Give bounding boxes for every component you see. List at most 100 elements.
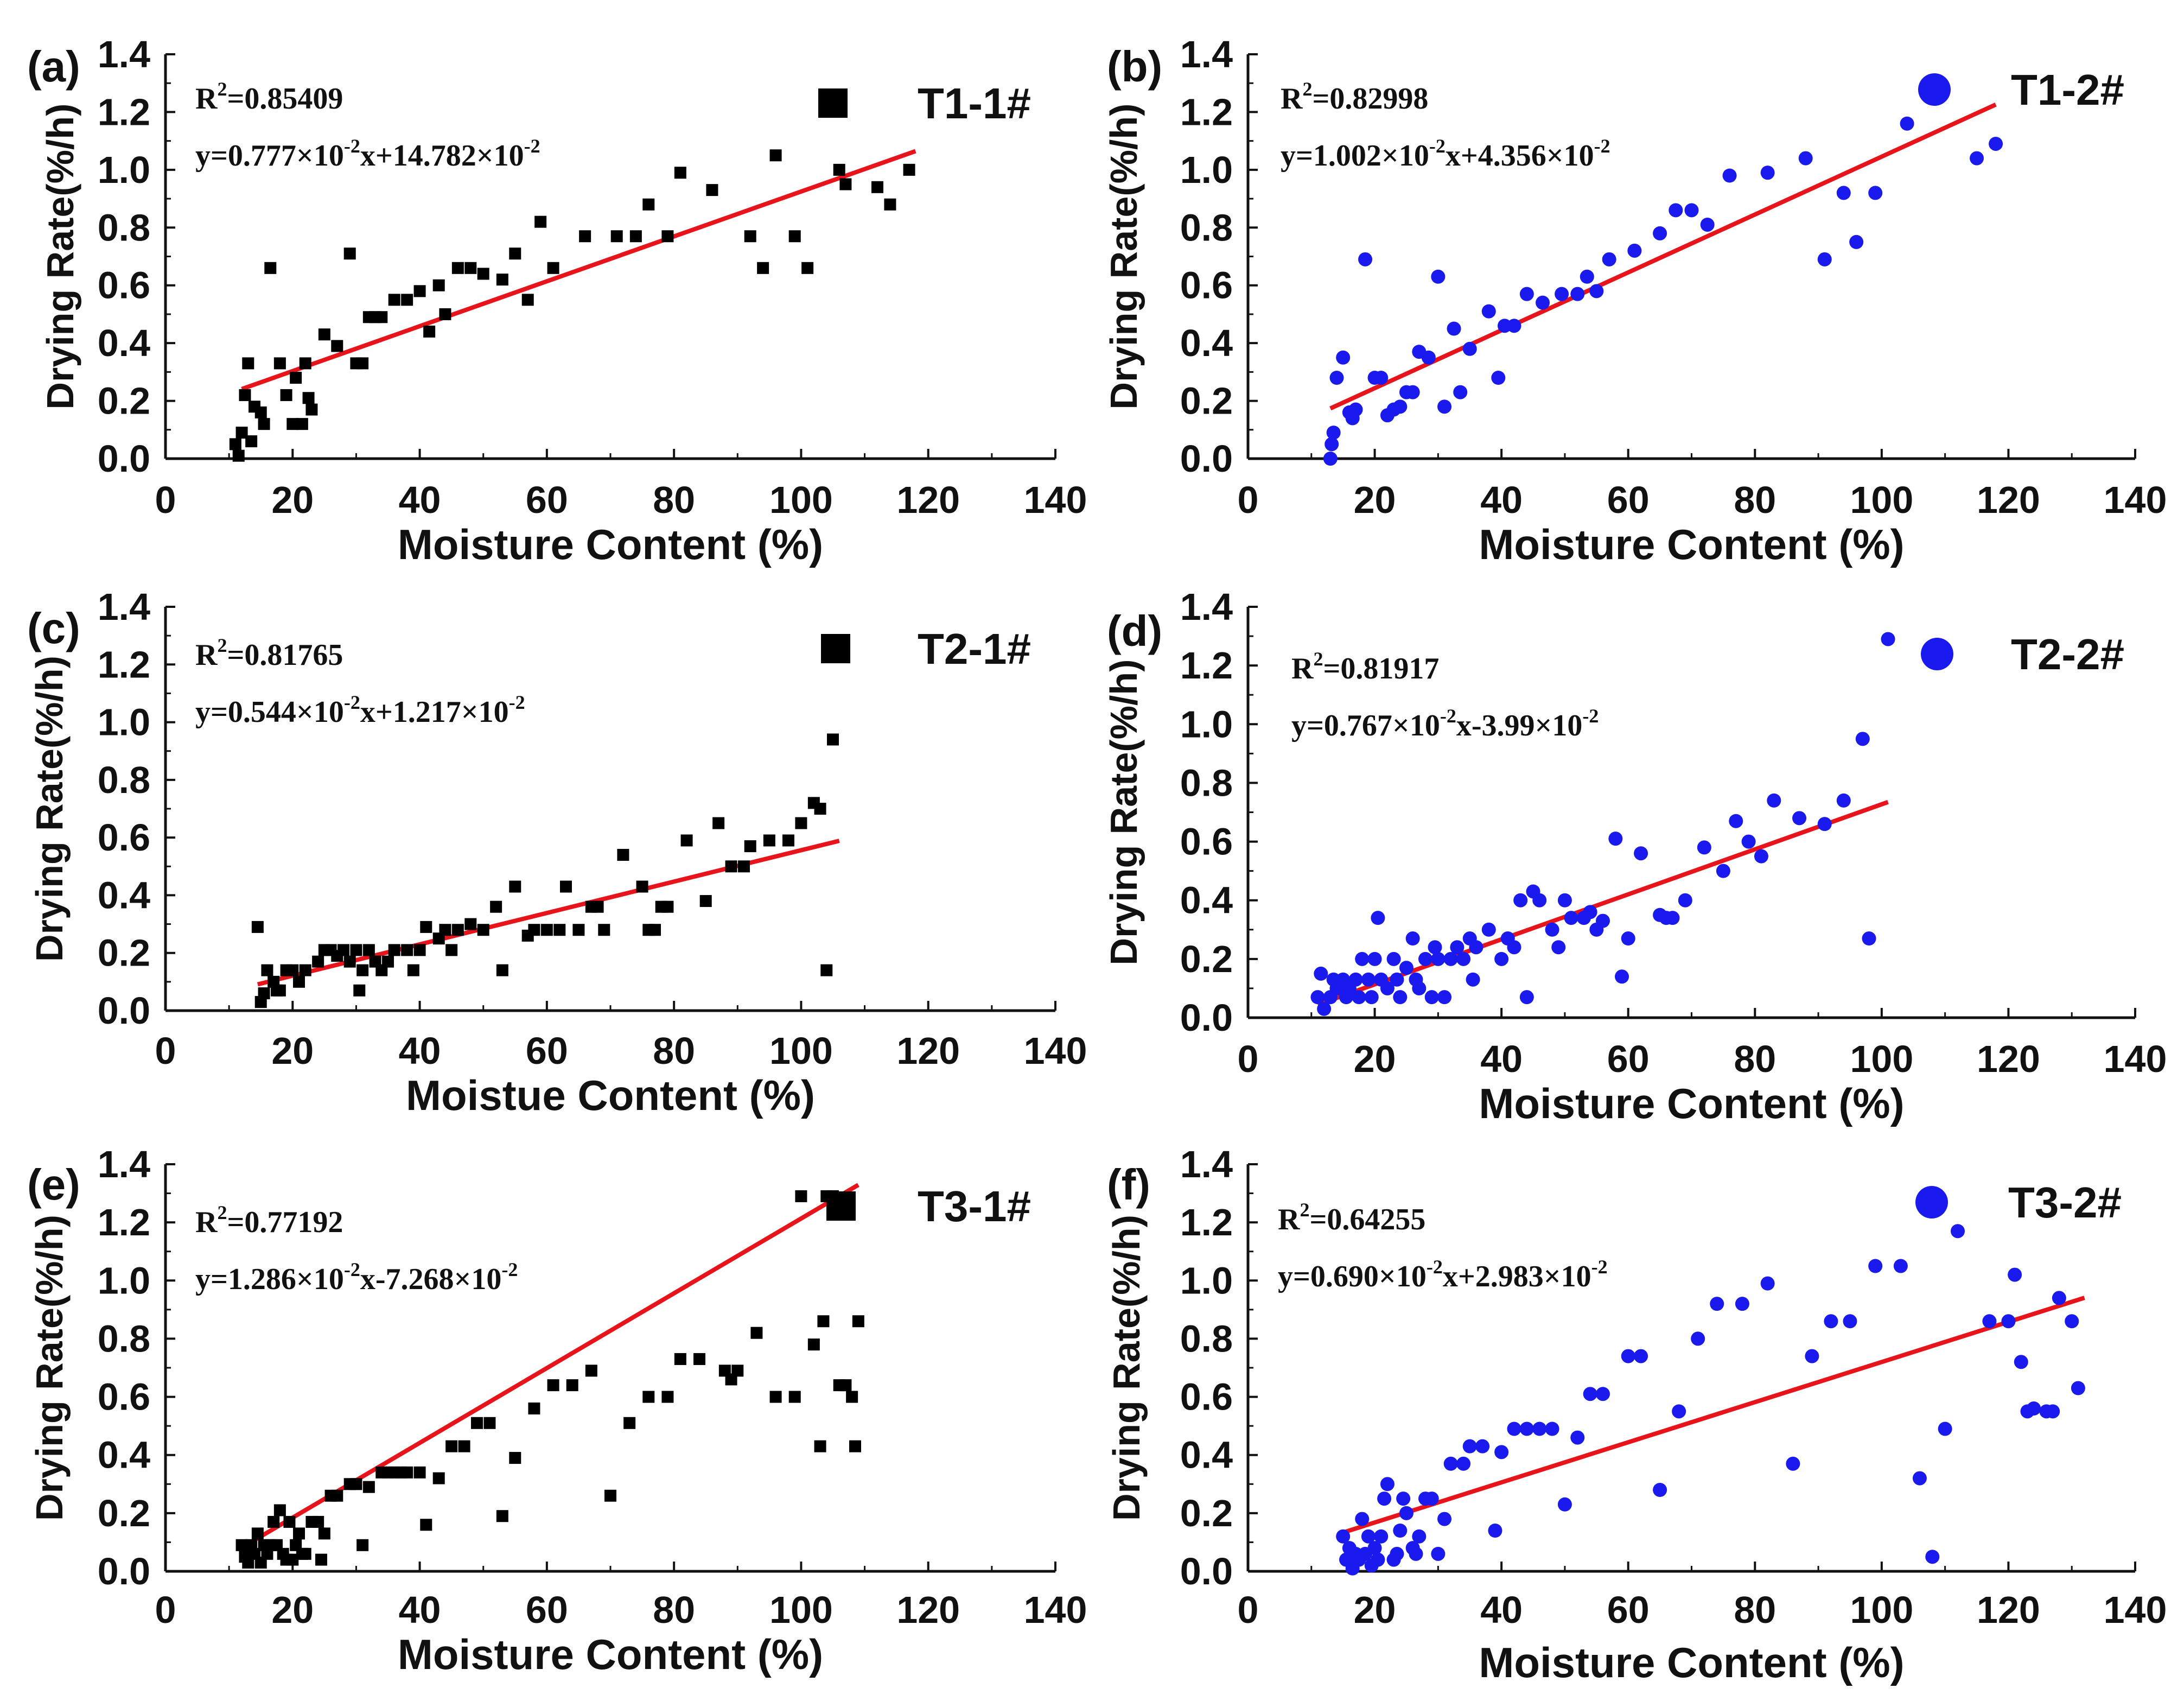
data-point — [1409, 1546, 1423, 1561]
y-tick-label: 1.2 — [1180, 1201, 1233, 1243]
legend-label: T2-2# — [2011, 630, 2124, 678]
data-point — [1367, 951, 1382, 966]
y-tick-label: 1.2 — [1180, 91, 1233, 133]
x-tick-label: 0 — [155, 1589, 176, 1631]
data-point — [1669, 203, 1683, 218]
data-point — [1336, 1529, 1351, 1544]
data-point — [1443, 951, 1458, 966]
x-tick-label: 140 — [1024, 1589, 1087, 1631]
y-axis-title: Drying Rate(%/h) — [1103, 659, 1145, 966]
data-point — [1469, 940, 1483, 955]
data-point — [318, 1527, 330, 1540]
data-point — [423, 325, 436, 338]
data-point — [464, 918, 477, 930]
data-point — [245, 435, 258, 448]
data-point — [1513, 893, 1528, 908]
data-point — [1507, 319, 1521, 333]
data-point — [1437, 1512, 1452, 1526]
data-point — [1710, 1297, 1724, 1311]
data-point — [1798, 151, 1813, 166]
data-point — [820, 964, 833, 976]
data-point — [1824, 1314, 1838, 1329]
data-point — [1817, 252, 1832, 266]
fit-line — [1342, 1296, 2085, 1535]
y-tick-label: 0.4 — [1180, 879, 1233, 922]
y-tick-label: 1.4 — [98, 586, 150, 628]
r-squared-text: R2=0.85409 — [195, 78, 343, 116]
data-point — [814, 1440, 826, 1452]
data-point — [1481, 304, 1496, 319]
data-point — [1374, 1529, 1389, 1544]
data-point — [2027, 1401, 2041, 1416]
y-tick-label: 0.2 — [98, 1492, 150, 1534]
data-point — [1314, 966, 1328, 981]
data-point — [331, 340, 343, 352]
data-point — [1412, 981, 1427, 995]
data-point — [1456, 951, 1471, 966]
fit-equation: y=1.002×10-2x+4.356×10-2 — [1281, 135, 1610, 173]
panel-label: (c) — [27, 604, 80, 652]
data-point — [1466, 972, 1480, 987]
x-tick-label: 100 — [1850, 1038, 1913, 1080]
x-axis-title: Moisture Content (%) — [1479, 1080, 1904, 1127]
equation-part: y=0.777×10 — [195, 139, 344, 173]
x-tick-label: 60 — [526, 1589, 568, 1631]
data-point — [1336, 350, 1351, 365]
data-point — [401, 944, 413, 956]
y-tick-label: 0.0 — [98, 1550, 150, 1592]
data-point — [807, 1338, 820, 1351]
data-point — [763, 834, 775, 847]
r-squared-superscript: 2 — [217, 1202, 227, 1223]
x-tick-label: 100 — [769, 1030, 833, 1072]
data-point — [490, 900, 502, 913]
x-tick-label: 60 — [526, 479, 568, 521]
data-point — [1627, 243, 1642, 258]
data-point — [553, 924, 566, 936]
data-point — [264, 262, 277, 274]
data-point — [1722, 168, 1737, 183]
y-axis-title: Drying Rate(%/h) — [39, 104, 81, 410]
data-point — [1393, 1524, 1408, 1538]
r-squared-superscript: 2 — [1313, 648, 1323, 670]
y-tick-label: 1.0 — [98, 701, 150, 744]
data-point — [1760, 166, 1775, 180]
data-point — [744, 840, 756, 853]
data-point — [1371, 1552, 1385, 1567]
data-point — [1580, 269, 1594, 284]
data-point — [1970, 151, 1984, 166]
fit-equation: y=0.777×10-2x+14.782×10-2 — [195, 135, 540, 173]
data-point — [356, 357, 369, 370]
equation-exponent: -2 — [501, 1259, 518, 1280]
equation-part: y=0.544×10 — [195, 695, 344, 729]
data-point — [432, 1472, 445, 1484]
r-squared-prefix: R — [195, 82, 218, 116]
panel-label: (d) — [1107, 607, 1162, 655]
data-point — [432, 279, 445, 291]
y-axis-title: Drying Rate(%/h) — [28, 656, 71, 962]
y-axis-title: Drying Rate(%/h) — [1105, 1215, 1148, 1521]
data-point — [1399, 1506, 1413, 1520]
data-point — [296, 418, 308, 430]
data-point — [1507, 940, 1521, 955]
panel-label: (e) — [27, 1160, 80, 1209]
x-tick-label: 20 — [1354, 1589, 1396, 1631]
data-point — [509, 1452, 521, 1464]
data-point — [1475, 1439, 1490, 1454]
panel-e: 0 20 40 60 80 100 120 140 0.0 0.2 0.4 0.6 0.8 1.0 1.2 1… — [27, 1143, 1087, 1678]
data-point — [1716, 864, 1730, 878]
data-point — [1371, 911, 1385, 925]
y-tick-label: 1.0 — [98, 1259, 150, 1302]
data-point — [235, 427, 248, 439]
r-squared-superscript: 2 — [217, 634, 227, 656]
data-point — [1424, 990, 1439, 1005]
panel-b: 0 20 40 60 80 100 120 140 0.0 0.2 0.4 0.6 0.8 1.0 1.2 1… — [1103, 33, 2167, 568]
r-squared-text: R2=0.81765 — [195, 634, 343, 672]
data-point — [1862, 931, 1876, 946]
data-point — [1608, 832, 1623, 846]
data-point — [1868, 186, 1883, 200]
data-point — [388, 294, 400, 306]
data-point — [1456, 1456, 1471, 1471]
x-tick-label: 40 — [1480, 1589, 1523, 1631]
data-point — [483, 1417, 496, 1429]
data-point — [725, 860, 737, 873]
